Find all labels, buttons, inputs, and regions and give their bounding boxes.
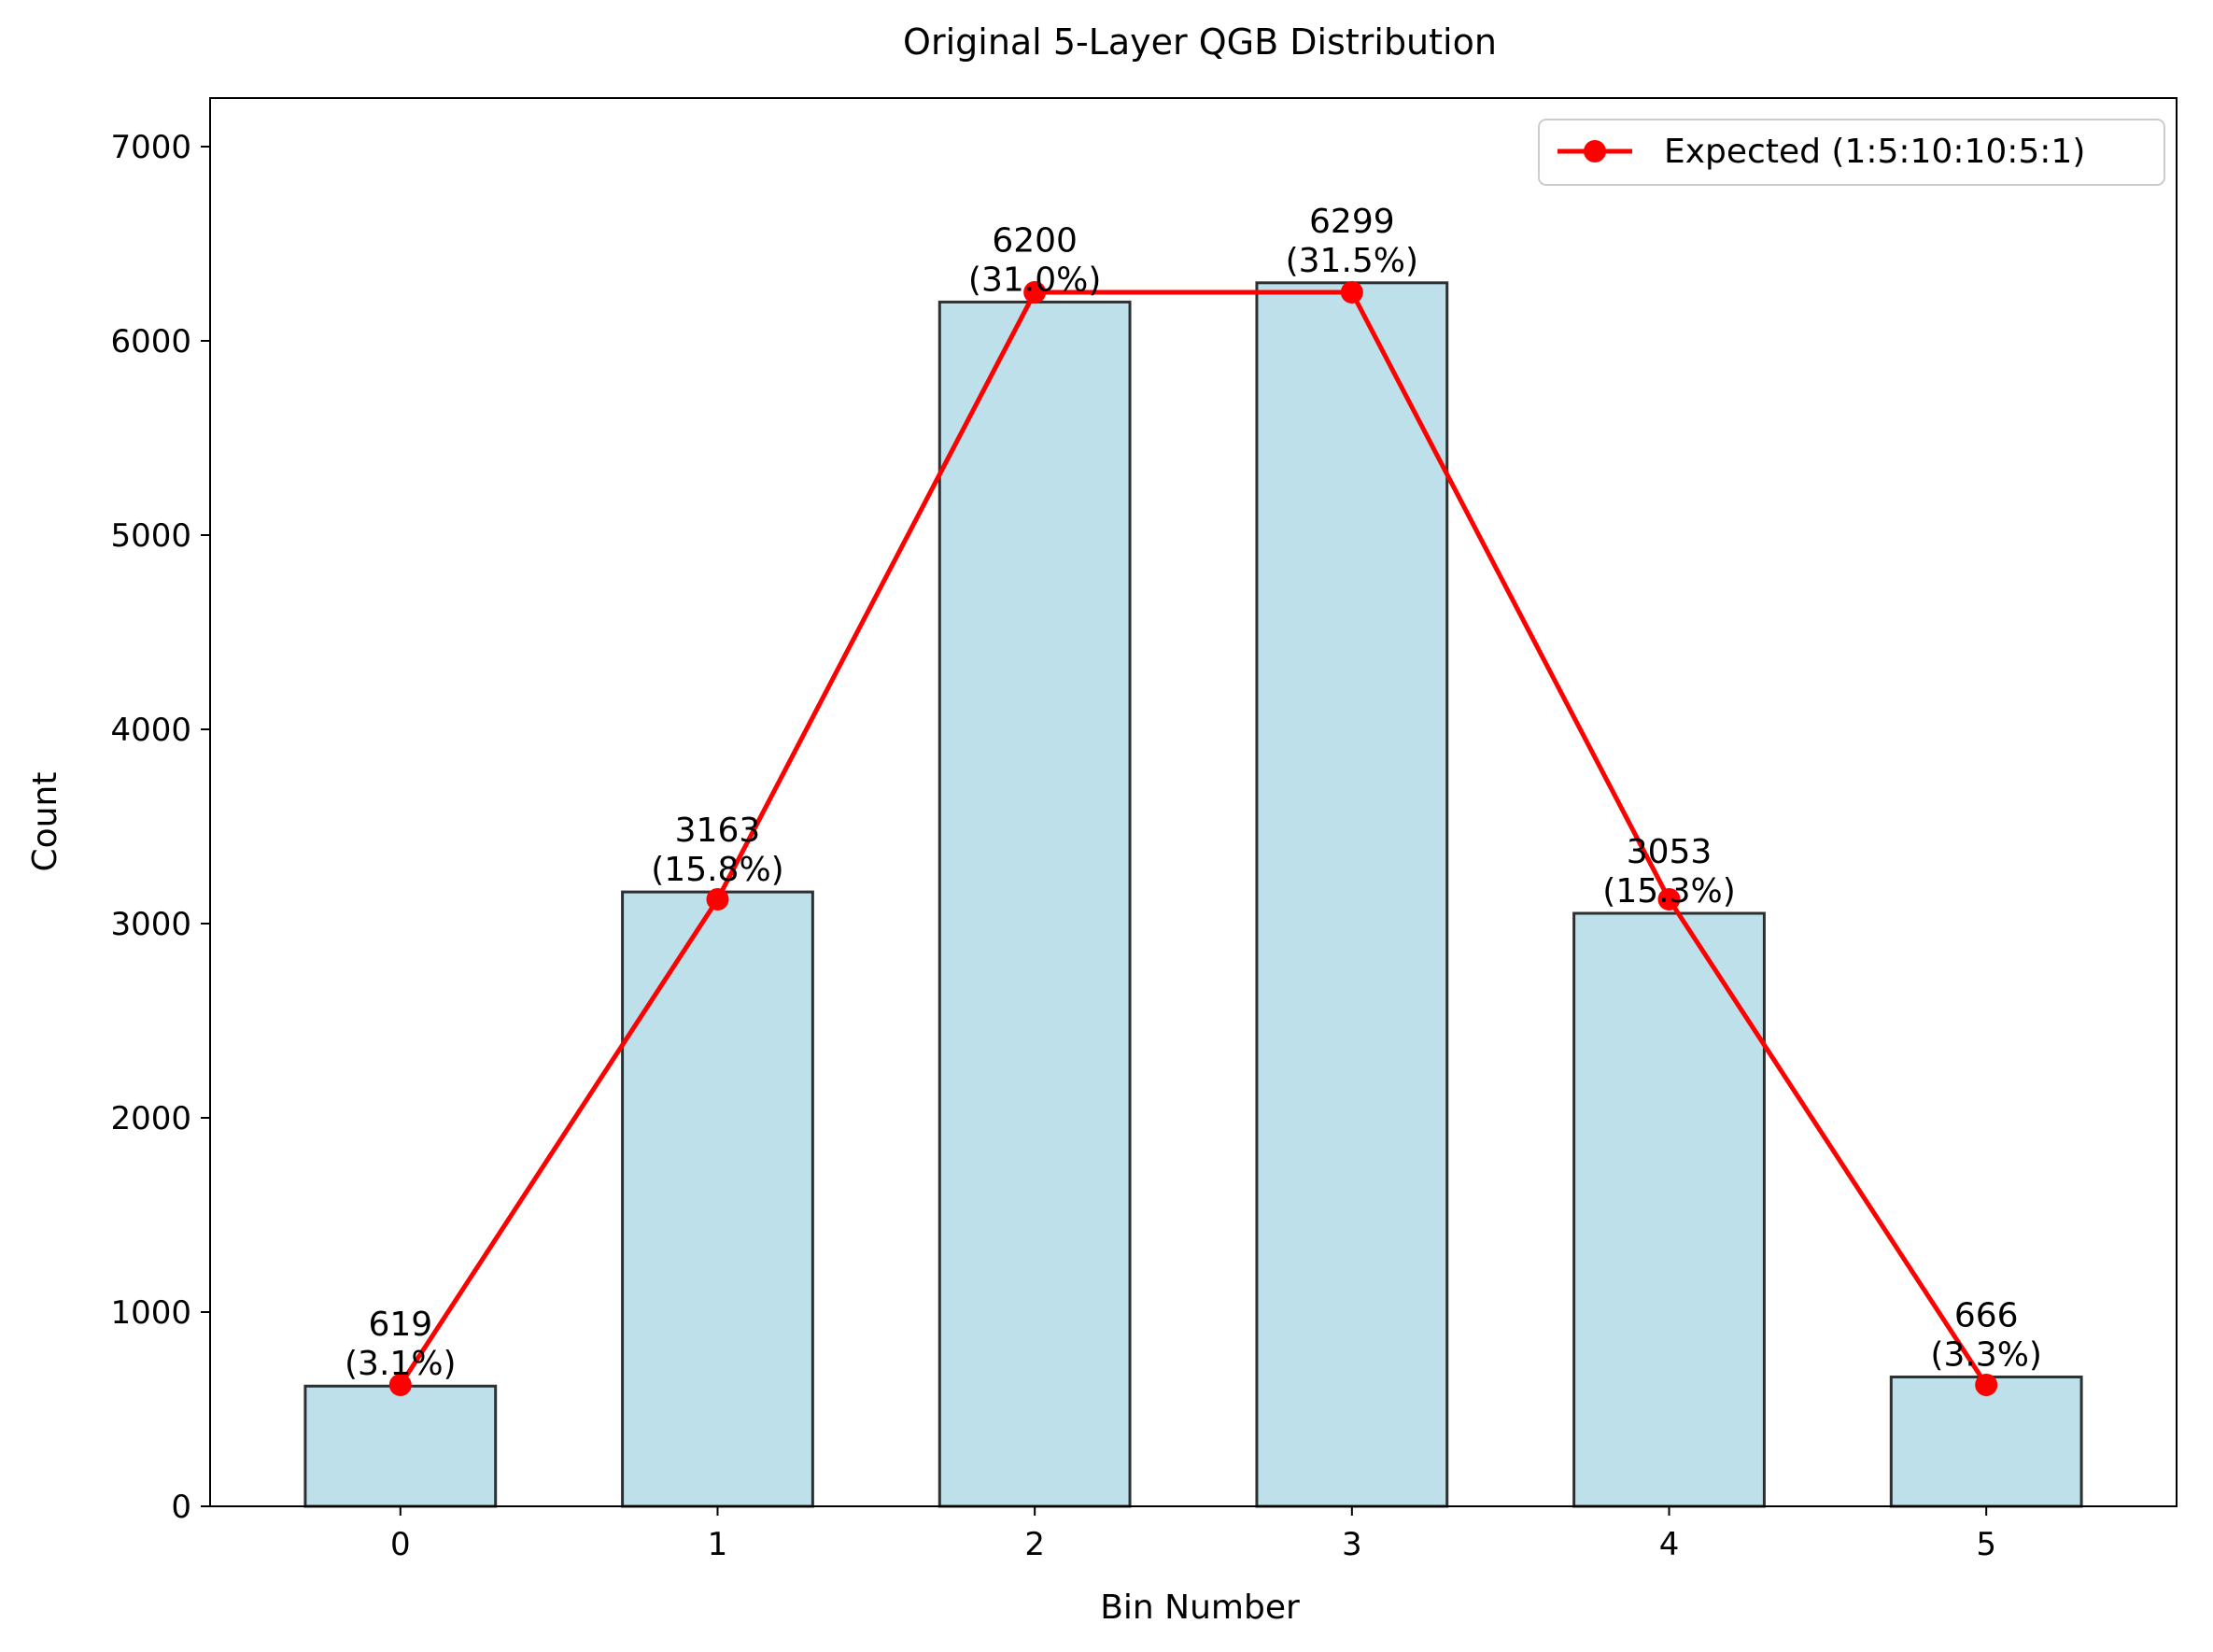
expected-line	[398, 289, 1989, 1387]
bar-value-label: 3163	[675, 812, 761, 850]
expected-point-4	[1657, 888, 1681, 911]
x-tick-label: 1	[708, 1526, 728, 1563]
expected-point-0	[388, 1374, 412, 1396]
bar-percent-label: (3.1%)	[345, 1345, 457, 1383]
x-tick-label: 4	[1659, 1526, 1680, 1563]
y-tick-label: 7000	[110, 129, 191, 166]
bar-value-label: 6299	[1309, 203, 1395, 241]
bar-percent-label: (15.8%)	[651, 851, 783, 889]
expected-point-1	[706, 888, 729, 911]
x-axis: 0 1 2 3 4 5	[390, 1506, 1996, 1563]
expected-point-3	[1340, 281, 1363, 304]
bar-5	[1889, 1375, 2083, 1508]
bar-2	[937, 300, 1132, 1508]
legend-marker-swatch	[1584, 140, 1606, 162]
bar-value-label: 666	[1954, 1296, 2019, 1334]
bars-layer	[303, 281, 2083, 1508]
bar-value-label: 619	[368, 1306, 432, 1344]
bar-percent-label: (3.3%)	[1930, 1335, 2042, 1374]
y-tick-label: 0	[171, 1489, 191, 1526]
bar-0	[303, 1384, 498, 1508]
bar-3	[1255, 281, 1449, 1508]
bar-percent-label: (31.5%)	[1286, 242, 1418, 280]
y-tick-label: 1000	[110, 1294, 191, 1332]
y-axis: 0 1000 2000 3000 4000 5000 6000 7000	[110, 129, 210, 1526]
x-tick-label: 0	[390, 1526, 411, 1563]
expected-point-5	[1975, 1374, 1998, 1396]
y-tick-label: 2000	[110, 1100, 191, 1137]
legend: Expected (1:5:10:10:5:1)	[1538, 119, 2165, 186]
bar-value-label: 6200	[992, 221, 1078, 260]
chart-title: Original 5-Layer QGB Distribution	[903, 21, 1497, 63]
y-tick-label: 6000	[110, 323, 191, 360]
expected-point-2	[1023, 281, 1047, 304]
bar-percent-label: (31.0%)	[968, 261, 1101, 299]
x-tick-label: 2	[1024, 1526, 1045, 1563]
y-tick-label: 5000	[110, 517, 191, 555]
bar-value-label: 3053	[1627, 833, 1713, 871]
expected-line-layer	[388, 281, 1998, 1396]
plot-frame	[209, 97, 2178, 1507]
legend-box	[1538, 119, 2165, 186]
bar-labels-layer: 619(3.1%) 3163(15.8%) 6200(31.0%) 6299(31.5…	[345, 203, 2042, 1383]
x-tick-label: 3	[1342, 1526, 1362, 1563]
y-tick-label: 3000	[110, 906, 191, 943]
x-axis-label: Bin Number	[1100, 1588, 1300, 1627]
bar-percent-label: (15.3%)	[1602, 872, 1735, 911]
legend-label-expected: Expected (1:5:10:10:5:1)	[1664, 133, 2085, 171]
y-tick-label: 4000	[110, 712, 191, 749]
y-axis-label: Count	[26, 772, 64, 872]
x-tick-label: 5	[1976, 1526, 1996, 1563]
bar-1	[621, 890, 814, 1508]
